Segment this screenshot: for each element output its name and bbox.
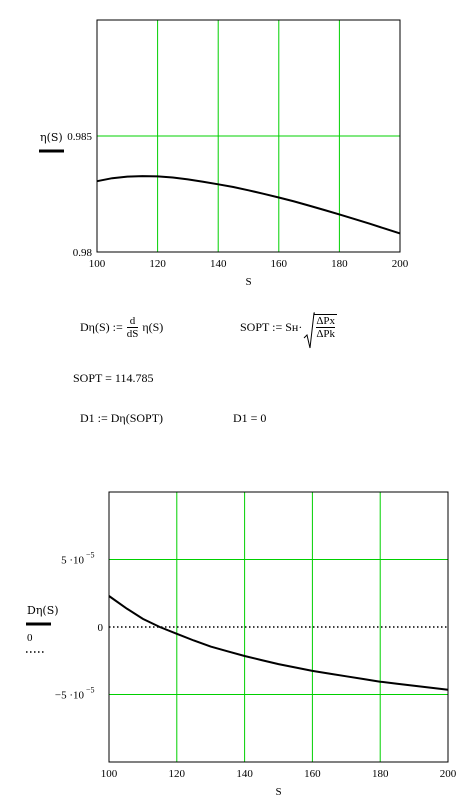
derivative-numerator: d [129, 315, 136, 327]
x-tick-label: 180 [331, 258, 348, 270]
x-tick-label: 200 [392, 258, 409, 270]
formula-d-eta-lhs: Dη(S) := [80, 319, 123, 334]
y-tick-label: 0.98 [73, 247, 93, 259]
y-tick-mantissa: 5 ·10 [61, 555, 84, 567]
formula-d1: D1 := Dη(SOPT) [80, 411, 164, 425]
x-axis-label: S [275, 786, 281, 798]
y-axis-label: η(S) [40, 131, 63, 144]
sqrt-sign-icon [303, 312, 316, 349]
y-tick-exponent: −5 [86, 551, 95, 560]
formula-sopt: SOPT := Sн· ΔPx ΔPk [240, 312, 338, 349]
y-tick-label: 0.985 [67, 131, 92, 143]
x-tick-label: 180 [372, 768, 389, 780]
x-tick-label: 120 [169, 768, 186, 780]
x-tick-label: 160 [271, 258, 288, 270]
x-tick-label: 160 [304, 768, 321, 780]
plot-frame [96, 19, 401, 253]
x-axis-label: S [245, 276, 251, 288]
legend-label-zero: 0 [27, 632, 33, 644]
derivative-denominator: dS [126, 327, 139, 340]
x-tick-label: 100 [89, 258, 106, 270]
legend-label-d-eta: Dη(S) [27, 604, 59, 617]
x-tick-label: 140 [236, 768, 253, 780]
series-line-0 [96, 175, 401, 235]
sqrt-expression: ΔPx ΔPk [303, 312, 338, 349]
sqrt-numerator: ΔPx [316, 315, 336, 327]
result-d1: D1 = 0 [233, 411, 267, 425]
x-tick-label: 140 [210, 258, 227, 270]
chart-eta: 100 120 140 160 180 200 S 0.98 0.985 η(S) [39, 19, 409, 288]
sqrt-fraction: ΔPx ΔPk [314, 314, 338, 340]
y-tick-label: 0 [98, 622, 104, 634]
series-line-0 [108, 595, 449, 691]
formula-sopt-lhs: SOPT := Sн· [240, 320, 303, 334]
result-sopt: SOPT = 114.785 [73, 371, 154, 385]
formula-d-eta: Dη(S) := d dS η(S) [80, 316, 163, 340]
y-tick-exponent: −5 [86, 686, 95, 695]
sqrt-denominator: ΔPk [316, 327, 336, 340]
x-tick-label: 120 [149, 258, 166, 270]
x-tick-label: 100 [101, 768, 118, 780]
formula-d-eta-rhs: η(S) [142, 319, 164, 334]
y-tick-mantissa: −5 ·10 [55, 690, 85, 702]
derivative-fraction: d dS [126, 315, 139, 340]
x-tick-label: 200 [440, 768, 457, 780]
